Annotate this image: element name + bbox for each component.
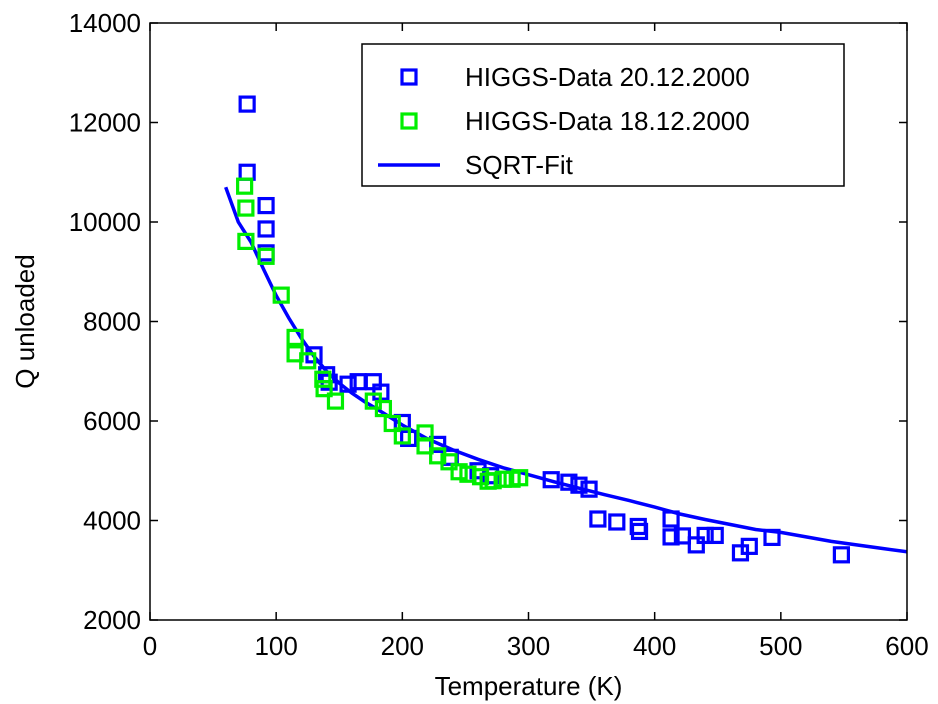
- data-point-series-2: [393, 427, 411, 445]
- data-point-series-2: [440, 453, 458, 471]
- data-point-series-2: [450, 463, 468, 481]
- y-tick-label: 8000: [83, 307, 141, 337]
- legend-label-2: HIGGS-Data 18.12.2000: [465, 106, 750, 136]
- data-point-series-2: [484, 472, 502, 490]
- sqrt-fit-line: [224, 186, 907, 554]
- data-point-series-2: [237, 232, 255, 251]
- data-point-series-2: [272, 286, 290, 304]
- data-point-series-2: [494, 470, 512, 488]
- data-point-series-1: [687, 536, 705, 554]
- data-point-series-1: [740, 537, 758, 555]
- data-point-series-1: [560, 473, 578, 491]
- legend: HIGGS-Data 20.12.2000 HIGGS-Data 18.12.20…: [361, 43, 845, 187]
- data-point-series-2: [286, 328, 304, 347]
- data-point-series-2: [416, 437, 434, 455]
- legend-marker-2: [400, 112, 418, 130]
- x-tick-label: 500: [759, 631, 802, 661]
- data-point-series-1: [339, 375, 357, 393]
- data-point-series-1: [238, 95, 256, 113]
- y-axis-title: Q unloaded: [10, 254, 40, 388]
- y-tick-label: 12000: [69, 108, 141, 138]
- y-tick-label: 4000: [83, 506, 141, 536]
- data-point-series-2: [314, 370, 332, 388]
- data-point-series-2: [374, 399, 393, 418]
- data-point-series-1: [662, 528, 680, 546]
- x-tick-label: 200: [381, 631, 424, 661]
- data-point-series-2: [511, 469, 529, 487]
- data-point-series-2: [257, 247, 275, 265]
- data-point-series-1: [580, 480, 598, 498]
- legend-box: [361, 43, 845, 187]
- x-tick-label: 600: [885, 631, 928, 661]
- data-point-series-1: [763, 528, 781, 547]
- y-tick-label: 10000: [69, 207, 141, 237]
- data-point-series-1: [673, 527, 692, 545]
- data-point-series-1: [589, 510, 607, 528]
- data-point-series-2: [236, 177, 254, 195]
- axes: 0 100 200 300 400 500 600 2000 4000 6000 8000 10000…: [69, 8, 929, 661]
- data-point-series-1: [238, 163, 256, 181]
- data-point-series-1: [542, 471, 560, 489]
- data-point-series-1: [257, 220, 275, 238]
- y-tick-label: 2000: [83, 605, 141, 635]
- data-point-series-1: [630, 522, 649, 541]
- x-tick-label: 400: [633, 631, 676, 661]
- x-tick-label: 0: [143, 631, 157, 661]
- x-tick-label: 100: [254, 631, 297, 661]
- data-point-series-1: [662, 510, 680, 528]
- plot-area: [224, 95, 907, 564]
- legend-label-1: HIGGS-Data 20.12.2000: [465, 62, 750, 92]
- data-point-series-1: [608, 513, 626, 531]
- data-point-series-2: [383, 414, 401, 433]
- data-point-series-1: [706, 526, 724, 545]
- data-point-series-2: [326, 392, 345, 410]
- data-point-series-1: [257, 196, 275, 215]
- data-point-series-1: [832, 546, 850, 564]
- x-tick-label: 300: [507, 631, 550, 661]
- y-tick-label: 6000: [83, 406, 141, 436]
- data-point-series-1: [696, 526, 714, 545]
- data-point-series-2: [237, 199, 255, 217]
- legend-label-3: SQRT-Fit: [465, 150, 574, 180]
- data-point-series-1: [570, 476, 588, 494]
- data-point-series-2: [315, 380, 333, 398]
- x-axis-title: Temperature (K): [435, 671, 623, 701]
- data-point-series-2: [299, 352, 317, 370]
- y-tick-label: 14000: [69, 8, 141, 38]
- legend-marker-1: [400, 68, 418, 86]
